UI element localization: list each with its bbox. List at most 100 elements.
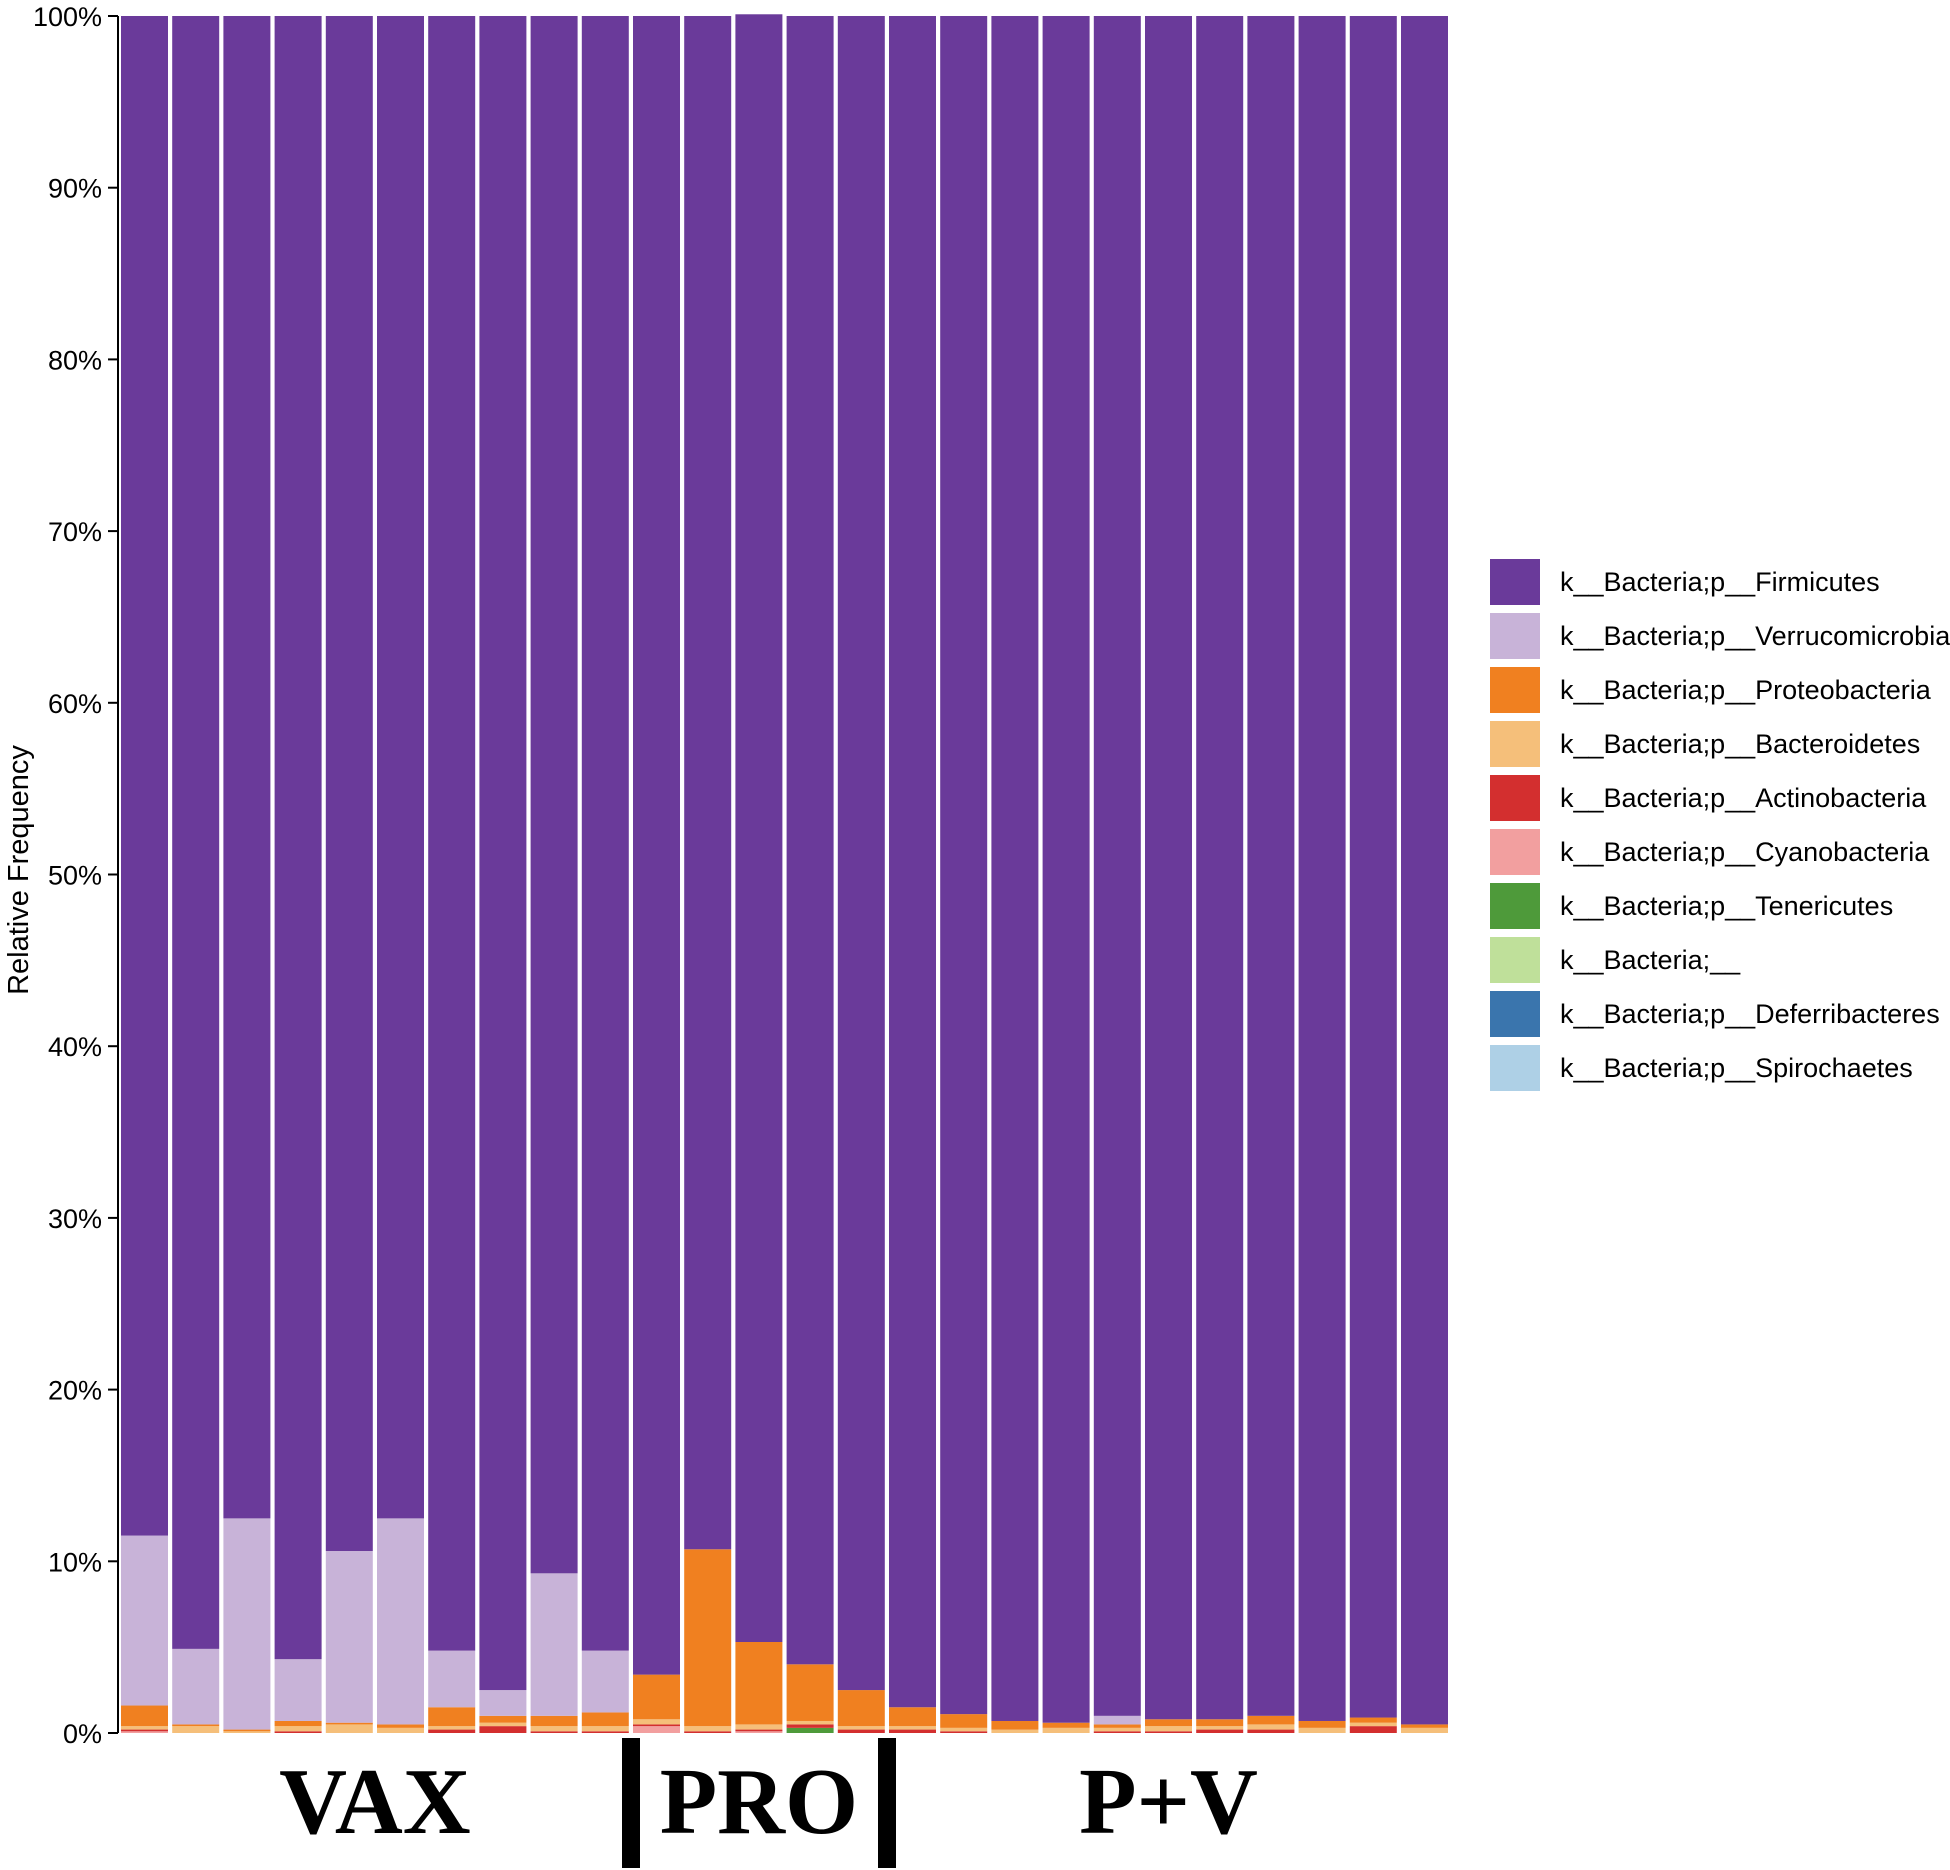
bar-segment-k-bacteria-p-actinobacteria (735, 1729, 783, 1732)
bar-segment-k-bacteria-p-proteobacteria (172, 1724, 220, 1727)
bar-segment-k-bacteria-p-firmicutes (991, 16, 1039, 1721)
legend-item: k__Bacteria;p__Firmicutes (1490, 555, 1950, 609)
legend-swatch (1490, 667, 1540, 713)
bar-segment-k-bacteria-p-firmicutes (889, 16, 936, 1708)
bar-segment-k-bacteria-p-actinobacteria (1349, 1726, 1397, 1733)
bar-23 (1247, 16, 1295, 1733)
legend-swatch (1490, 829, 1540, 875)
bar-segment-k-bacteria-p-bacteroidetes (172, 1726, 220, 1733)
bar-segment-k-bacteria-p-bacteroidetes (121, 1726, 168, 1730)
bar-segment-k-bacteria-p-verrucomicrobia (1093, 1715, 1141, 1725)
legend-label: k__Bacteria;p__Proteobacteria (1560, 674, 1931, 705)
bar-segment-k-bacteria-p-proteobacteria (274, 1720, 322, 1727)
bar-segment-k-bacteria-p-proteobacteria (530, 1715, 578, 1727)
bar-segment-k-bacteria-p-verrucomicrobia (325, 1550, 373, 1723)
bar-segment-k-bacteria-p-actinobacteria (940, 1731, 988, 1733)
bar-14 (786, 16, 834, 1733)
bar-segment-k-bacteria-p-proteobacteria (735, 1641, 783, 1725)
bar-segment-k-bacteria-p-proteobacteria (479, 1715, 527, 1723)
bar-segment-k-bacteria-p-actinobacteria (121, 1729, 168, 1732)
bar-segment-k-bacteria-p-actinobacteria (1196, 1729, 1244, 1733)
bar-segment-k-bacteria-p-verrucomicrobia (428, 1650, 476, 1708)
bar-segment-k-bacteria-p-bacteroidetes (1042, 1727, 1090, 1733)
bar-segment-k-bacteria-p-cyanobacteria (121, 1731, 168, 1733)
y-tick-label: 100% (33, 2, 102, 32)
bar-segment-k-bacteria-p-bacteroidetes (325, 1724, 373, 1733)
legend-item: k__Bacteria;p__Proteobacteria (1490, 663, 1950, 717)
bar-segment-k-bacteria-p-verrucomicrobia (479, 1690, 527, 1716)
bar-segment-k-bacteria-p-verrucomicrobia (530, 1573, 578, 1716)
group-label-vax: VAX (279, 1750, 471, 1854)
bar-segment-k-bacteria-p-bacteroidetes (223, 1731, 271, 1733)
legend-label: k__Bacteria;__ (1560, 944, 1741, 975)
y-tick-label: 60% (48, 689, 102, 719)
bar-segment-k-bacteria-p-actinobacteria (530, 1731, 578, 1733)
bar-segment-k-bacteria-p-proteobacteria (940, 1714, 988, 1728)
legend-item: k__Bacteria;p__Verrucomicrobia (1490, 609, 1950, 663)
bar-segment-k-bacteria-p-actinobacteria (889, 1729, 936, 1733)
bar-segment-k-bacteria-p-verrucomicrobia (121, 1535, 168, 1706)
bar-segment-k-bacteria-p-firmicutes (837, 16, 885, 1691)
bar-4 (274, 16, 322, 1733)
bar-2 (172, 16, 220, 1733)
bar-16 (889, 16, 936, 1733)
bar-segment-k-bacteria-p-proteobacteria (991, 1720, 1039, 1730)
bar-segment-k-bacteria-p-proteobacteria (1401, 1724, 1448, 1728)
bar-segment-k-bacteria-p-proteobacteria (428, 1707, 476, 1727)
bar-segment-k-bacteria-p-firmicutes (223, 16, 271, 1519)
bar-segment-k-bacteria-p-firmicutes (428, 16, 476, 1651)
bar-segment-k-bacteria-p-proteobacteria (1247, 1715, 1295, 1725)
legend-label: k__Bacteria;p__Deferribacteres (1560, 998, 1940, 1029)
bar-segment-k-bacteria-p-proteobacteria (377, 1724, 424, 1728)
group-labels: VAX PRO P+V (279, 1738, 1258, 1868)
bar-11 (633, 16, 680, 1733)
y-tick-label: 90% (48, 174, 102, 204)
y-tick-label: 20% (48, 1376, 102, 1406)
legend-label: k__Bacteria;p__Bacteroidetes (1560, 728, 1921, 759)
bar-segment-k-bacteria-p-bacteroidetes (274, 1726, 322, 1732)
bar-1 (121, 16, 168, 1733)
bar-segment-k-bacteria-p-bacteroidetes (530, 1726, 578, 1732)
bar-segment-k-bacteria-p-bacteroidetes (428, 1726, 476, 1730)
bar-segment-k-bacteria-p-firmicutes (479, 16, 527, 1691)
bar-segment-k-bacteria-p-firmicutes (1145, 16, 1192, 1720)
bar-10 (581, 16, 629, 1733)
bar-segment-k-bacteria-p-bacteroidetes (1401, 1727, 1448, 1733)
legend-item: k__Bacteria;p__Tenericutes (1490, 879, 1950, 933)
bar-25 (1349, 16, 1397, 1733)
bar-segment-k-bacteria-p-bacteroidetes (889, 1726, 936, 1730)
bar-segment-k-bacteria-p-bacteroidetes (940, 1727, 988, 1732)
bar-segment-k-bacteria-p-firmicutes (1349, 16, 1397, 1718)
group-separator (878, 1738, 896, 1868)
y-axis: 0% 10% 20% 30% 40% 50% 60% 70% 80% 90% 100% (33, 2, 119, 1749)
bar-segment-k-bacteria-p-proteobacteria (223, 1729, 271, 1732)
legend-label: k__Bacteria;p__Cyanobacteria (1560, 836, 1930, 867)
bar-20 (1093, 16, 1141, 1733)
bar-segment-k-bacteria-p-firmicutes (1042, 16, 1090, 1723)
bar-segment-k-bacteria-p-firmicutes (1196, 16, 1244, 1720)
y-tick-label: 80% (48, 345, 102, 375)
bar-segment-k-bacteria-p-firmicutes (1401, 16, 1448, 1725)
bar-segment-k-bacteria-p-bacteroidetes (735, 1724, 783, 1730)
bar-segment-k-bacteria-p-actinobacteria (684, 1731, 732, 1733)
bar-6 (377, 16, 424, 1733)
bar-3 (223, 16, 271, 1733)
bar-segment-k-bacteria-p-cyanobacteria (633, 1726, 680, 1733)
bar-segment-k-bacteria-p-firmicutes (1298, 16, 1346, 1721)
group-separator (622, 1738, 640, 1868)
y-tick-label: 50% (48, 861, 102, 891)
bar-segment-k-bacteria-p-bacteroidetes (1298, 1727, 1346, 1733)
y-tick-label: 0% (63, 1719, 102, 1749)
bar-segment-k-bacteria-p-verrucomicrobia (581, 1650, 629, 1713)
bar-segment-k-bacteria-p-proteobacteria (1298, 1720, 1346, 1728)
bar-segment-k-bacteria-p-firmicutes (633, 16, 680, 1675)
y-tick-label: 30% (48, 1204, 102, 1234)
bar-segment-k-bacteria-p-proteobacteria (121, 1705, 168, 1727)
bar-segment-k-bacteria-p-verrucomicrobia (172, 1648, 220, 1725)
bar-5 (325, 16, 373, 1733)
bar-7 (428, 16, 476, 1733)
legend: k__Bacteria;p__Firmicutes k__Bacteria;p__… (1490, 555, 1950, 1095)
bar-segment-k-bacteria-p-proteobacteria (837, 1690, 885, 1727)
bar-9 (530, 16, 578, 1733)
